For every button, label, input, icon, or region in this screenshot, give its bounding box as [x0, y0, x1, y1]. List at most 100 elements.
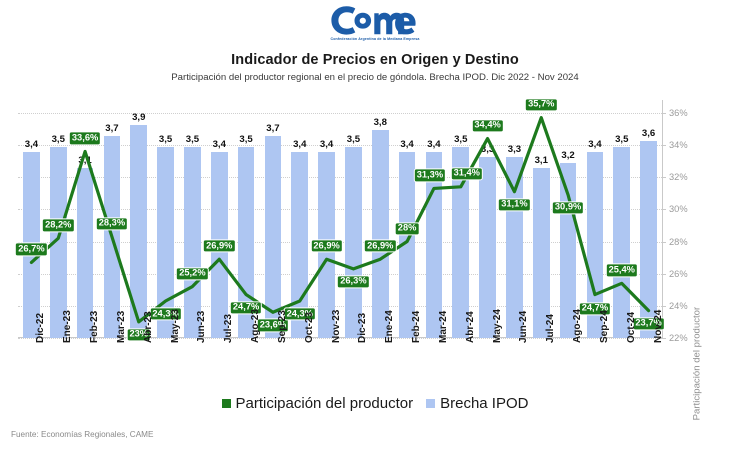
y-axis-tick-mark: [662, 209, 666, 211]
y-axis-line: [662, 100, 663, 338]
bar-value-label: 3,5: [615, 133, 629, 145]
y-axis-tick-mark: [662, 112, 666, 114]
line-point-label-May-24: 34,4%: [471, 118, 504, 133]
bar-Oct-24[interactable]: [613, 146, 631, 338]
y-axis-tick-mark: [662, 177, 666, 179]
bar-value-label: 3,2: [561, 149, 575, 161]
bar-value-label: 3,5: [454, 133, 468, 145]
y-axis-tick-label: 34%: [669, 140, 688, 151]
bar-Dic-23[interactable]: [345, 146, 362, 338]
bar-value-label: 3,4: [212, 138, 226, 150]
bar-value-label: 3,5: [158, 133, 173, 145]
x-axis-label-Abr-24: Abr-24: [464, 311, 476, 343]
bar-Feb-24[interactable]: [398, 151, 416, 338]
bar-Abr-23[interactable]: [130, 124, 148, 338]
bar-value-label: 3,4: [293, 138, 307, 150]
grid-line: [18, 273, 662, 275]
participacion-line-series: [29, 116, 651, 324]
chart-canvas: 22% 24% 26% 28% 30% 32% 34% 36% 3,4 3,5 3,1 3,7 3,9 3…: [15, 98, 694, 343]
bar-value-label: 3,3: [480, 144, 495, 156]
grid-line: [18, 209, 662, 211]
bar-Feb-23[interactable]: [76, 168, 94, 338]
legend-swatch-icon: [221, 399, 231, 408]
bar-value-label: 3,4: [427, 138, 441, 150]
grid-line: [18, 338, 662, 339]
bar-value-label: 3,1: [78, 155, 92, 167]
y-axis-tick-label: 32%: [669, 172, 688, 183]
bar-Oct-23[interactable]: [291, 151, 309, 338]
bar-Abr-24[interactable]: [452, 146, 470, 338]
bar-value-label: 3,4: [400, 138, 414, 150]
line-point-label-Feb-23: 33,6%: [68, 131, 102, 146]
page-title: Indicador de Precios en Origen y Destino: [231, 52, 519, 68]
line-point-label-Ene-23: 28,2%: [42, 218, 75, 232]
line-point-label-Dic-23: 26,3%: [337, 275, 370, 289]
bar-value-label: 3,8: [373, 117, 387, 129]
x-axis-label-Mar-23: Mar-23: [115, 310, 127, 343]
bar-value-label: 3,4: [588, 138, 602, 150]
legend-item-participacion[interactable]: Participación del productor: [221, 395, 413, 412]
y-axis-tick-label: 26%: [669, 268, 688, 279]
grid-line: [18, 177, 662, 179]
line-point-label-Sep-24: 24,7%: [578, 301, 612, 316]
came-logo-block: Confederación Argentina de la Mediana Em…: [0, 4, 750, 41]
line-path: [29, 116, 651, 324]
legend-label: Brecha IPOD: [440, 395, 529, 412]
line-point-label-Feb-24: 28%: [394, 221, 420, 236]
line-point-label-Oct-24: 25,4%: [605, 263, 638, 277]
bar-value-label: 3,5: [185, 133, 200, 145]
bar-May-23[interactable]: [157, 146, 174, 338]
bar-value-label: 3,5: [239, 133, 253, 145]
x-axis-label-Ago-23: Ago-23: [250, 309, 262, 343]
y-axis-tick-label: 28%: [669, 236, 688, 247]
line-point-label-Nov-24: 23,7%: [632, 317, 665, 331]
x-axis-label-Jun-24: Jun-24: [518, 310, 530, 343]
x-axis-label-Jun-23: Jun-23: [196, 310, 208, 343]
bar-value-label: 3,9: [132, 111, 146, 123]
grid-line: [18, 112, 662, 114]
y-axis-tick-label: 24%: [669, 300, 688, 311]
x-axis-label-Sep-24: Sep-24: [598, 310, 610, 343]
line-point-label-Nov-23: 26,9%: [310, 239, 343, 253]
bar-value-label: 3,4: [319, 138, 334, 150]
line-point-label-Abr-24: 31,4%: [450, 167, 483, 181]
y-axis-tick-mark: [662, 338, 666, 339]
chart-plot-area: 22% 24% 26% 28% 30% 32% 34% 36% 3,4 3,5 3,1 3,7 3,9 3…: [15, 98, 703, 420]
x-axis-label-Oct-24: Oct-24: [625, 311, 637, 343]
bar-value-label: 3,6: [641, 128, 656, 140]
chart-legend: Participación del productor Brecha IPOD: [0, 395, 750, 412]
line-point-label-May-23: 24,3%: [149, 307, 182, 321]
legend-item-brecha[interactable]: Brecha IPOD: [426, 395, 528, 412]
bar-value-label: 3,1: [534, 155, 548, 167]
bar-Ene-24[interactable]: [371, 130, 389, 338]
x-axis-label-Ene-24: Ene-24: [384, 310, 396, 343]
x-axis-line: [18, 337, 662, 338]
bar-May-24[interactable]: [479, 157, 496, 338]
bar-value-label: 3,5: [51, 133, 65, 145]
logo-tagline: Confederación Argentina de la Mediana Em…: [330, 37, 420, 41]
y-axis-tick-mark: [662, 145, 666, 147]
x-axis-label-Feb-24: Feb-24: [411, 310, 423, 343]
x-axis-label-Ago-24: Ago-24: [572, 309, 584, 343]
x-axis-label-Ene-23: Ene-23: [62, 310, 74, 343]
line-point-label-Jun-23: 25,2%: [176, 266, 209, 281]
bar-Jul-24[interactable]: [532, 168, 550, 338]
line-point-label-Sep-23: 23,6%: [256, 318, 290, 332]
line-point-label-Mar-23: 28,3%: [95, 217, 129, 231]
grid-line: [18, 145, 662, 147]
x-axis-label-Jul-24: Jul-24: [545, 314, 557, 343]
x-axis-label-Mar-24: Mar-24: [437, 310, 449, 343]
bar-Ene-23[interactable]: [49, 146, 67, 338]
page-subtitle: Participación del productor regional en …: [171, 72, 579, 83]
line-point-label-Dic-22: 26,7%: [15, 242, 48, 257]
line-point-label-Ago-24: 30,9%: [551, 201, 585, 215]
line-point-label-Jul-24: 35,7%: [525, 98, 558, 112]
x-axis-label-Abr-23: Abr-23: [142, 311, 154, 343]
bar-Sep-23[interactable]: [264, 135, 282, 338]
x-axis-label-Oct-23: Oct-23: [303, 311, 315, 343]
y-axis-tick-label: 36%: [669, 107, 688, 118]
bar-Nov-24[interactable]: [640, 141, 657, 338]
y-axis-tick-mark: [662, 305, 666, 307]
legend-swatch-icon: [426, 399, 436, 408]
y-axis-tick-label: 30%: [669, 204, 688, 215]
